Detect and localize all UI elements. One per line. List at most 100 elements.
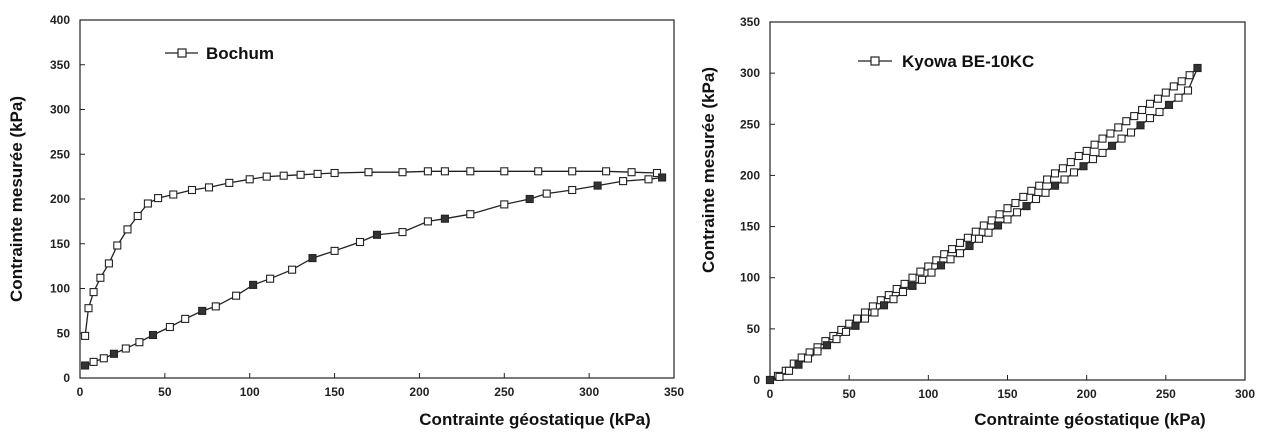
kyowa-series-2-point <box>860 314 870 323</box>
kyowa-y-axis-label: Contrainte mesurée (kPa) <box>699 67 718 273</box>
kyowa-series-2-point <box>1107 141 1117 150</box>
kyowa-series-1-point <box>1153 94 1162 103</box>
bochum-series-2-point <box>372 230 382 239</box>
bochum-series-2-point <box>89 357 98 366</box>
bochum-legend-label: Bochum <box>206 44 274 63</box>
bochum-series-1-point <box>500 167 509 176</box>
kyowa-series-2-point <box>1117 134 1126 143</box>
kyowa-chart: Contrainte géostatique (kPa) Contrainte … <box>699 15 1255 429</box>
bochum-series-2-point <box>109 349 118 358</box>
bochum-series-2-point <box>99 354 108 363</box>
kyowa-series-1-point <box>1050 169 1060 178</box>
kyowa-y-tick-label: 50 <box>747 322 761 336</box>
bochum-series-1-point <box>104 259 113 268</box>
bochum-y-tick-label: 250 <box>50 147 70 161</box>
kyowa-series-2-point <box>917 275 927 284</box>
bochum-series-2-point <box>500 200 509 209</box>
kyowa-series-1-point <box>884 291 893 300</box>
bochum-x-tick-label: 350 <box>664 385 684 399</box>
kyowa-series-1-point <box>1145 99 1155 108</box>
bochum-x-tick-label: 100 <box>240 385 260 399</box>
kyowa-series-2-point <box>955 249 965 258</box>
kyowa-series-2-point <box>1031 194 1041 204</box>
bochum-series-2-point <box>440 214 449 223</box>
kyowa-series-2-point <box>1193 63 1202 73</box>
kyowa-series-1-point <box>1082 146 1091 155</box>
bochum-series-1-point <box>225 178 234 187</box>
bochum-x-tick-label: 0 <box>77 385 84 399</box>
kyowa-series-1-point <box>1161 88 1170 97</box>
kyowa-series-2-point <box>974 234 984 243</box>
kyowa-series-2-point <box>870 308 879 317</box>
kyowa-series-1-point <box>1138 105 1147 115</box>
kyowa-series-1-point <box>1098 134 1107 143</box>
kyowa-series-1-point <box>1027 186 1036 195</box>
kyowa-series-2-point <box>803 354 813 363</box>
bochum-series-2-point <box>249 280 258 289</box>
bochum-series-2-point <box>232 291 241 300</box>
bochum-series-1-point <box>652 168 662 178</box>
bochum-y-tick-label: 400 <box>50 13 70 27</box>
kyowa-y-tick-label: 150 <box>740 220 760 234</box>
bochum-series-1-point <box>440 167 449 176</box>
kyowa-series-2-point <box>841 327 851 336</box>
bochum-series-2-point <box>398 228 407 237</box>
bochum-series-1-point <box>627 168 636 177</box>
bochum-series-1-point <box>96 273 105 282</box>
kyowa-series-2-point <box>1174 93 1183 102</box>
kyowa-series-2-point <box>889 295 898 304</box>
kyowa-series-1-point <box>1122 117 1131 126</box>
bochum-series-1-point <box>296 170 305 179</box>
kyowa-series-1-point <box>979 221 988 230</box>
kyowa-series-1-point <box>1019 192 1028 201</box>
kyowa-series-2-point <box>1012 208 1022 217</box>
kyowa-series-2-point <box>1155 107 1164 117</box>
kyowa-series-2-point <box>1183 86 1193 95</box>
kyowa-series-2-point <box>775 372 784 381</box>
bochum-y-tick-label: 300 <box>50 103 70 117</box>
kyowa-series-2-point <box>965 241 974 251</box>
bochum-series-2-point <box>525 194 534 204</box>
kyowa-series-2-point <box>984 228 993 237</box>
kyowa-y-tick-label: 250 <box>740 117 760 131</box>
bochum-series-1-point <box>154 194 163 203</box>
bochum-series-1-point <box>143 199 152 208</box>
bochum-series-1-point <box>568 167 577 176</box>
kyowa-series-1-point <box>900 279 909 288</box>
bochum-series-1-point <box>262 172 271 181</box>
kyowa-series-2-point <box>1145 114 1155 123</box>
bochum-series-2-point <box>135 338 144 347</box>
bochum-legend: Bochum <box>165 44 274 63</box>
kyowa-series-2-point <box>851 321 860 330</box>
kyowa-y-tick-label: 300 <box>740 66 760 80</box>
bochum-y-tick-label: 200 <box>50 192 70 206</box>
kyowa-series-1-point <box>1074 151 1083 161</box>
bochum-series-2-point <box>658 173 667 182</box>
bochum-x-axis-label: Contrainte géostatique (kPa) <box>419 410 650 429</box>
kyowa-x-tick-label: 150 <box>997 387 1017 401</box>
kyowa-series-1-point <box>987 216 996 225</box>
bochum-series-1-point <box>245 175 254 184</box>
kyowa-series-1-point <box>971 227 980 236</box>
kyowa-series-1-point <box>955 238 965 247</box>
bochum-series-2-point <box>619 177 628 186</box>
bochum-series-2-point <box>542 189 551 198</box>
kyowa-series-2-point <box>993 221 1003 230</box>
bochum-y-tick-label: 50 <box>57 326 71 340</box>
kyowa-x-tick-label: 0 <box>767 387 774 401</box>
bochum-x-tick-label: 250 <box>494 385 514 399</box>
kyowa-series-1-point <box>1185 71 1194 80</box>
kyowa-series-2-point <box>1164 100 1174 109</box>
kyowa-series-2-point <box>936 261 946 270</box>
bochum-series-2-point <box>466 210 475 219</box>
kyowa-series-2-point <box>784 366 794 375</box>
kyowa-x-tick-label: 300 <box>1235 387 1255 401</box>
bochum-series-1-point <box>423 167 432 176</box>
kyowa-series-2-point <box>927 268 936 277</box>
bochum-series-1-point <box>466 167 475 176</box>
bochum-series-1-point <box>84 304 93 313</box>
kyowa-series-2-point <box>832 335 841 344</box>
kyowa-series-2-point <box>765 375 775 385</box>
bochum-series-2-point <box>181 314 190 323</box>
